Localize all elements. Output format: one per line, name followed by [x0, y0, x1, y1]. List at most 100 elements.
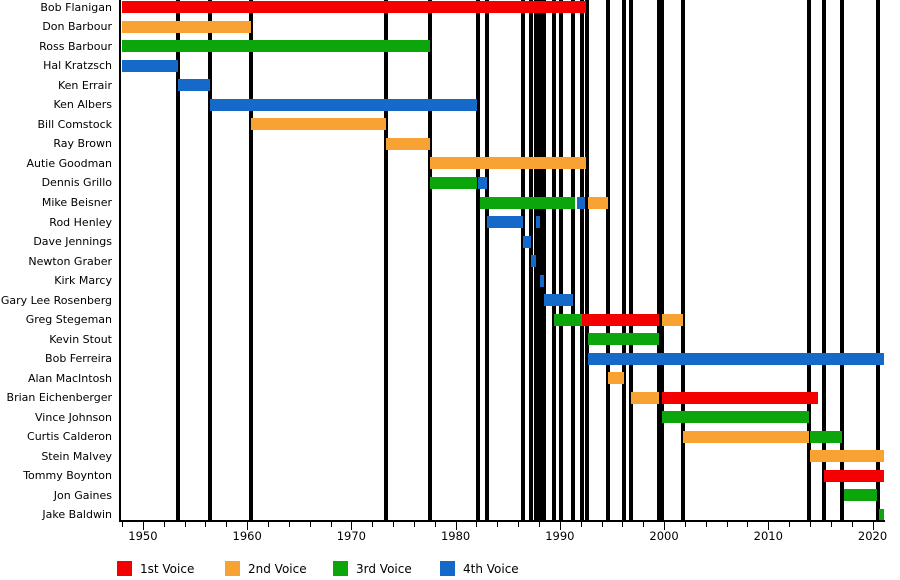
tenure-bar: [429, 176, 478, 189]
tenure-bar: [809, 430, 843, 443]
axis-minor-tick: [288, 522, 290, 527]
tenure-bar: [587, 196, 608, 209]
tenure-bar: [581, 313, 659, 326]
change-line: [875, 0, 880, 520]
change-line: [207, 0, 212, 520]
tenure-bar: [682, 430, 809, 443]
tenure-bar: [122, 1, 586, 14]
change-line: [383, 0, 388, 520]
tenure-bar: [844, 489, 877, 502]
member-label: Kirk Marcy: [54, 274, 112, 288]
member-label: Ken Albers: [53, 98, 113, 112]
member-label: Newton Graber: [28, 254, 112, 268]
axis-minor-tick: [580, 522, 582, 527]
axis-tick-label: 2010: [753, 529, 783, 543]
axis-minor-tick: [393, 522, 395, 527]
change-line: [571, 0, 576, 520]
change-line: [249, 0, 254, 520]
member-label: Vince Johnson: [35, 410, 112, 424]
axis-minor-tick: [372, 522, 374, 527]
change-line: [538, 0, 543, 520]
axis-major-tick: [455, 522, 457, 530]
change-line: [427, 0, 432, 520]
member-label: Jon Gaines: [53, 488, 112, 502]
axis-tick-label: 1970: [336, 529, 367, 543]
change-line: [558, 0, 563, 520]
tenure-bar: [544, 294, 574, 307]
axis-minor-tick: [122, 522, 124, 527]
axis-major-tick: [559, 522, 561, 530]
axis-minor-tick: [622, 522, 624, 527]
x-axis-line: [119, 520, 885, 522]
axis-minor-tick: [643, 522, 645, 527]
member-label: Stein Malvey: [41, 449, 112, 463]
tenure-bar: [661, 411, 809, 424]
tenure-bar: [523, 235, 531, 248]
axis-minor-tick: [413, 522, 415, 527]
tenure-bar: [535, 216, 541, 229]
axis-minor-tick: [184, 522, 186, 527]
axis-major-tick: [664, 522, 666, 530]
member-label: Ray Brown: [53, 137, 112, 151]
axis-tick-label: 2000: [649, 529, 679, 543]
member-label: Hal Kratzsch: [43, 59, 112, 73]
change-line: [542, 0, 547, 520]
legend-label: 2nd Voice: [248, 562, 307, 576]
change-line: [821, 0, 826, 520]
tenure-bar: [823, 469, 884, 482]
tenure-bar: [178, 79, 210, 92]
axis-minor-tick: [226, 522, 228, 527]
axis-minor-tick: [705, 522, 707, 527]
member-label: Brian Eichenberger: [6, 391, 112, 405]
tenure-bar: [209, 98, 478, 111]
axis-major-tick: [247, 522, 249, 530]
member-label: Ross Barbour: [39, 39, 112, 53]
axis-tick-label: 1980: [440, 529, 471, 543]
axis-minor-tick: [539, 522, 540, 527]
change-line: [579, 0, 584, 520]
legend-label: 4th Voice: [463, 562, 519, 576]
axis-minor-tick: [789, 522, 791, 527]
axis-minor-tick: [851, 522, 853, 527]
tenure-bar: [809, 450, 884, 463]
tenure-bar: [122, 40, 430, 53]
tenure-bar: [553, 313, 582, 326]
axis-tick-label: 1950: [128, 529, 158, 543]
tenure-bar: [477, 176, 487, 189]
axis-minor-tick: [830, 522, 832, 527]
axis-minor-tick: [518, 522, 520, 527]
axis-minor-tick: [309, 522, 311, 527]
change-line: [521, 0, 526, 520]
member-label: Gary Lee Rosenberg: [0, 293, 112, 307]
tenure-bar: [385, 137, 430, 150]
tenure-bar: [661, 313, 683, 326]
axis-minor-tick: [726, 522, 728, 527]
axis-minor-tick: [330, 522, 332, 527]
change-line: [475, 0, 480, 520]
axis-minor-tick: [268, 522, 269, 527]
member-label: Mike Beisner: [41, 196, 112, 209]
change-line: [680, 0, 685, 520]
member-label: Bob Flanigan: [40, 0, 112, 14]
tenure-bar: [540, 274, 545, 287]
tenure-bar: [530, 255, 536, 268]
axis-minor-tick: [434, 522, 436, 527]
axis-major-tick: [872, 522, 874, 530]
legend-swatch-2nd-voice: [225, 561, 240, 576]
change-line: [484, 0, 489, 520]
tenure-bar: [630, 391, 659, 404]
axis-major-tick: [142, 522, 144, 530]
tenure-bar: [587, 333, 659, 346]
member-label: Tommy Boynton: [23, 469, 112, 483]
axis-minor-tick: [601, 522, 603, 527]
member-label: Jake Baldwin: [42, 508, 112, 522]
member-label: Greg Stegeman: [25, 313, 112, 327]
tenure-bar: [878, 508, 884, 521]
change-line: [584, 0, 589, 520]
change-line: [533, 0, 538, 520]
axis-tick-label: 1960: [232, 529, 262, 543]
axis-tick-label: 2020: [857, 529, 888, 543]
axis-tick-label: 1990: [545, 529, 575, 543]
member-label: Autie Goodman: [26, 156, 112, 170]
